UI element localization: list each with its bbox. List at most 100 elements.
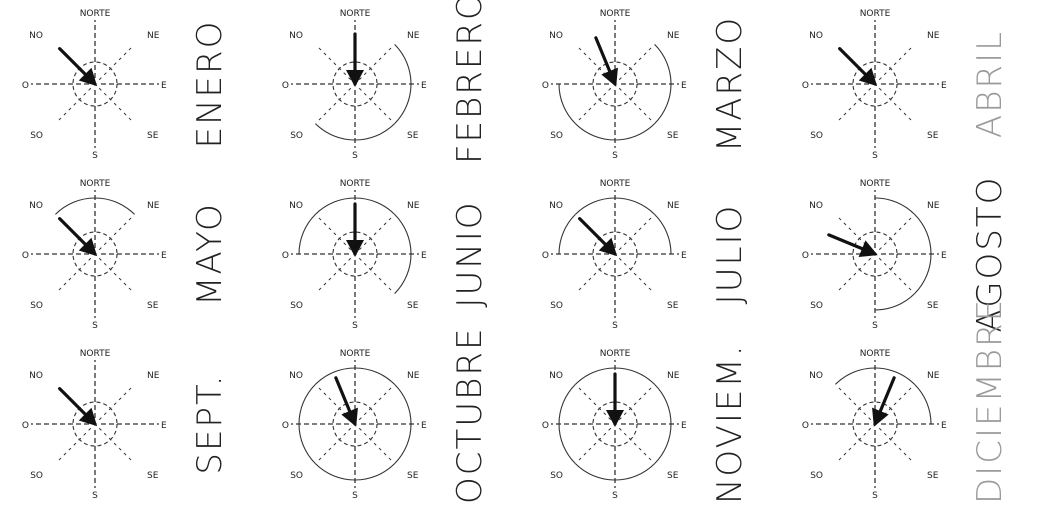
direction-label-s: S [612,151,618,161]
direction-label-no: NO [289,201,303,211]
direction-label-o: O [22,421,29,431]
month-label: FEBRERO [450,0,490,164]
direction-label-n: NORTE [860,349,891,359]
direction-label-e: E [161,81,167,91]
month-label: DICIEMBRE [970,297,1010,504]
wind-rose-cell: NORTE S E O NE NO SE SO JULIO [520,172,780,342]
direction-label-se: SE [147,301,159,311]
calm-circle [332,231,378,277]
wind-rose-cell: NORTE S E O NE NO SE SO DICIEMBRE [780,297,1040,512]
direction-label-se: SE [927,301,939,311]
frequency-arc [914,214,932,255]
direction-label-no: NO [549,201,563,211]
frequency-arc [654,44,672,85]
spoke-se [358,427,394,463]
spoke-ne [358,385,394,421]
frequency-arc [575,123,616,141]
direction-label-o: O [282,251,289,261]
frequency-arc [394,83,412,124]
direction-label-ne: NE [667,201,680,211]
direction-label-so: SO [810,471,823,481]
spoke-se [878,87,914,123]
direction-label-so: SO [290,131,303,141]
spoke-no [836,385,872,421]
direction-label-no: NO [29,31,43,41]
frequency-arc [354,123,395,141]
direction-label-s: S [92,491,98,501]
direction-label-n: NORTE [80,9,111,19]
frequency-arc [354,197,395,215]
month-label: JUNIO [450,200,490,308]
direction-label-se: SE [407,301,419,311]
spoke-ne [878,45,914,81]
frequency-arc [354,367,395,385]
spoke-so [836,427,872,463]
frequency-arc [654,83,672,124]
direction-label-s: S [92,321,98,331]
direction-label-o: O [802,421,809,431]
arrow-head [858,240,878,257]
wind-rose-cell: NORTE S E O NE NO SE SO SEPT. [0,342,260,512]
calm-circle [592,401,638,447]
spoke-se [878,427,914,463]
direction-label-se: SE [927,471,939,481]
direction-label-n: NORTE [860,179,891,189]
frequency-arc [558,384,576,425]
month-label: MARZO [710,15,750,153]
calm-circle [72,401,118,447]
arrow-head [346,70,364,87]
direction-label-o: O [542,421,549,431]
frequency-arc [394,384,412,425]
direction-label-o: O [542,81,549,91]
direction-label-ne: NE [927,201,940,211]
arrow-head [78,237,98,257]
frequency-arc [394,214,412,255]
direction-label-e: E [681,81,687,91]
spoke-se [878,257,914,293]
month-label: SEPT. [190,373,230,475]
direction-label-e: E [421,421,427,431]
spoke-so [316,257,352,293]
frequency-arc [614,123,655,141]
direction-label-so: SO [290,471,303,481]
frequency-arc [874,197,915,215]
frequency-arc [315,367,356,385]
frequency-arc [874,367,915,385]
spoke-se [618,257,654,293]
direction-label-s: S [872,321,878,331]
direction-label-ne: NE [147,201,160,211]
direction-label-n: NORTE [600,179,631,189]
arrow-head [598,237,618,257]
direction-label-no: NO [809,201,823,211]
spoke-ne [618,215,654,251]
arrow-head [606,410,624,427]
wind-rose-cell: NORTE S E O NE NO SE SO FEBRERO [260,0,520,172]
arrow-head [341,407,358,427]
frequency-arc [394,253,412,294]
direction-label-e: E [161,421,167,431]
wind-rose-cell: NORTE S E O NE NO SE SO MARZO [520,2,780,172]
spoke-ne [98,385,134,421]
direction-label-o: O [802,81,809,91]
frequency-arc [654,214,672,255]
frequency-arc [614,463,655,481]
direction-label-n: NORTE [80,349,111,359]
frequency-arc [614,197,655,215]
frequency-arc [575,463,616,481]
direction-label-se: SE [927,131,939,141]
direction-label-n: NORTE [860,9,891,19]
direction-label-se: SE [667,301,679,311]
direction-label-e: E [941,81,947,91]
direction-label-s: S [612,491,618,501]
month-label: ABRIL [970,29,1010,139]
frequency-arc [55,197,96,215]
spoke-so [316,427,352,463]
direction-label-no: NO [809,31,823,41]
